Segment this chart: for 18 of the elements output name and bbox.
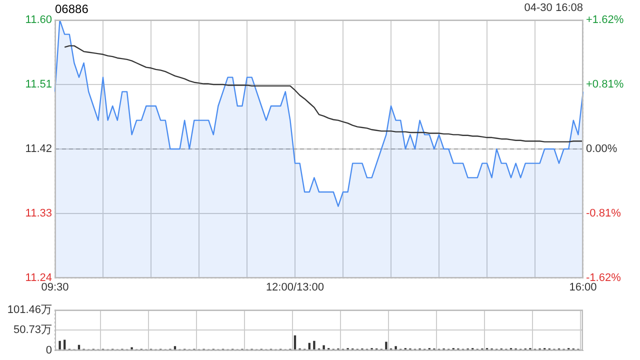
x-tick-label: 09:30 — [41, 282, 69, 294]
y2-tick-label: +1.62% — [586, 14, 624, 26]
x-tick-label: 16:00 — [569, 282, 597, 294]
x-tick-label: 12:00/13:00 — [266, 282, 324, 294]
y-tick-label: 11.33 — [25, 208, 52, 220]
y2-tick-label: -1.62% — [586, 272, 622, 284]
y-tick-label: 101.46万 — [7, 304, 52, 316]
y2-tick-label: 0.00% — [586, 143, 618, 156]
y-tick-label: 11.60 — [25, 14, 52, 26]
y-tick-label: 11.42 — [25, 143, 52, 156]
chart-title: 06886 — [55, 2, 88, 16]
y2-tick-label: +0.81% — [586, 78, 624, 91]
y2-tick-label: -0.81% — [586, 208, 622, 220]
y-tick-label: 11.51 — [25, 78, 52, 91]
y-tick-label: 50.73万 — [13, 324, 52, 336]
text: 04-30 16:08 — [524, 2, 583, 14]
y-tick-label: 11.24 — [25, 272, 52, 284]
y-tick-label: 0 — [46, 344, 52, 356]
